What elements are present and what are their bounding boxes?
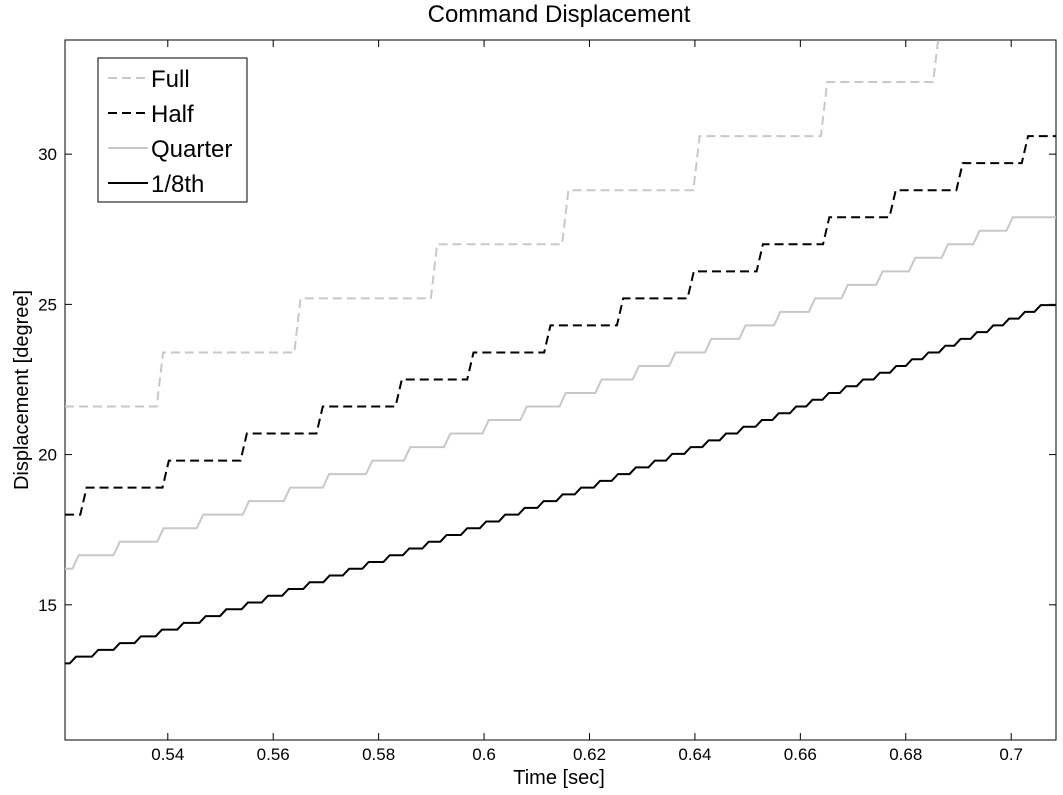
- x-tick-label: 0.6: [472, 745, 496, 764]
- x-tick-label: 0.68: [889, 745, 922, 764]
- series-layer: [65, 40, 1056, 665]
- x-axis-label: Time [sec]: [513, 767, 605, 789]
- legend-label: Half: [151, 101, 194, 128]
- x-tick-label: 0.62: [573, 745, 606, 764]
- chart-title: Command Displacement: [428, 1, 691, 28]
- y-axis-label: Displacement [degree]: [11, 290, 33, 490]
- y-tick-label: 20: [38, 446, 57, 465]
- x-tick-label: 0.64: [678, 745, 711, 764]
- legend-label: 1/8th: [151, 171, 204, 198]
- y-tick-label: 30: [38, 145, 57, 164]
- x-tick-label: 0.7: [999, 745, 1023, 764]
- x-tick-label: 0.56: [257, 745, 290, 764]
- x-tick-label: 0.58: [362, 745, 395, 764]
- x-tick-label: 0.54: [151, 745, 184, 764]
- y-tick-label: 25: [38, 295, 57, 314]
- series-line-1: [65, 135, 1056, 516]
- y-tick-label: 15: [38, 596, 57, 615]
- tick-layer: 0.54 0.56 0.58 0.6 0.62 0.64 0.66 0.68 0.7 15 20 25…: [38, 40, 1056, 764]
- legend-label: Full: [151, 66, 190, 93]
- legend-box: [97, 57, 248, 203]
- series-line-3: [65, 304, 1056, 665]
- legend-label: Quarter: [151, 136, 232, 163]
- legend: Full Half Quarter 1/8th: [97, 57, 248, 203]
- series-line-0: [65, 40, 940, 408]
- x-tick-label: 0.66: [784, 745, 817, 764]
- series-line-2: [65, 216, 1056, 570]
